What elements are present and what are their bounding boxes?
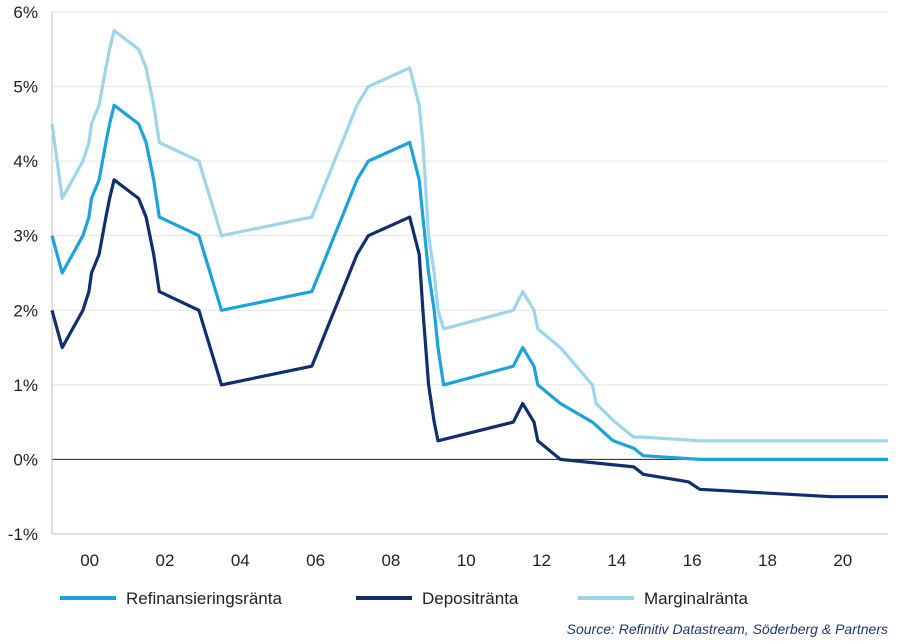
y-axis-ticks: 6% 5% 4% 3% 2% 1% 0% -1% [8, 3, 38, 544]
x-tick-label: 08 [381, 551, 400, 570]
x-tick-label: 20 [833, 551, 852, 570]
x-tick-label: 02 [156, 551, 175, 570]
series-lines [50, 29, 888, 499]
x-tick-label: 16 [683, 551, 702, 570]
legend: Refinansieringsränta Depositränta Marginal… [60, 589, 748, 608]
y-tick-label: -1% [8, 525, 38, 544]
x-tick-label: 18 [758, 551, 777, 570]
x-tick-label: 12 [532, 551, 551, 570]
legend-label: Depositränta [422, 589, 519, 608]
x-axis-ticks: 00 02 04 06 08 10 12 14 16 18 20 [80, 551, 852, 570]
y-tick-label: 4% [13, 152, 38, 171]
x-tick-label: 06 [306, 551, 325, 570]
y-tick-label: 0% [13, 450, 38, 469]
series-line-depositränta [50, 178, 888, 499]
y-tick-label: 5% [13, 78, 38, 97]
x-tick-label: 14 [607, 551, 626, 570]
legend-label: Refinansieringsränta [126, 589, 282, 608]
y-tick-label: 6% [13, 3, 38, 22]
x-tick-label: 04 [231, 551, 250, 570]
y-tick-label: 1% [13, 376, 38, 395]
series-line-refinansieringsränta [50, 103, 888, 461]
source-note: Source: Refinitiv Datastream, Söderberg … [567, 621, 888, 637]
x-tick-label: 10 [457, 551, 476, 570]
y-tick-label: 2% [13, 301, 38, 320]
x-tick-label: 00 [80, 551, 99, 570]
gridlines [52, 11, 888, 535]
series-line-marginalränta [50, 29, 888, 443]
legend-label: Marginalränta [644, 589, 748, 608]
y-tick-label: 3% [13, 227, 38, 246]
